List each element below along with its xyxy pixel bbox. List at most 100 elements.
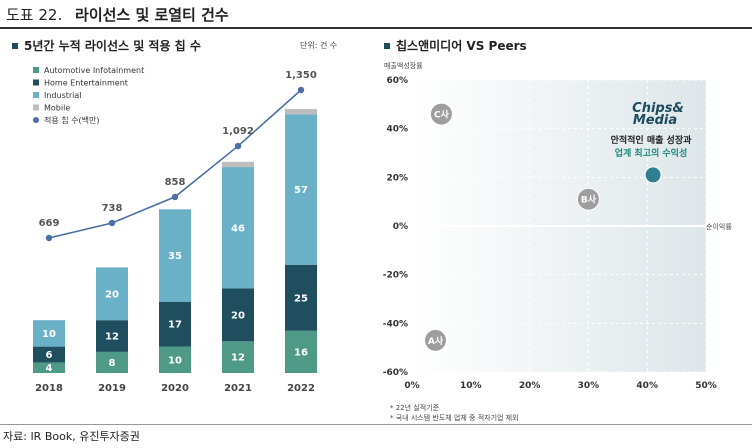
- chipsmedia-point: [644, 166, 662, 184]
- title-divider: [0, 27, 752, 29]
- legend-mobile-label: Mobile: [44, 104, 70, 113]
- peer-point: [429, 102, 453, 126]
- chipsmedia-logo-line2: Media: [633, 113, 677, 128]
- peer-point: [576, 187, 600, 211]
- left-panel-title: 5년간 누적 라이선스 및 적용 칩 수: [12, 37, 201, 54]
- legend-chip-count-marker: [33, 117, 39, 123]
- scatter-note-2: * 국내 시스템 반도체 업체 중 적자기업 제외: [390, 413, 519, 422]
- scatter-y-tick: -60%: [383, 368, 408, 378]
- chip-value-label: 1,350: [285, 70, 317, 81]
- chip-value-label: 738: [102, 203, 123, 214]
- category-label: 2020: [161, 383, 189, 394]
- bar-segment-label: 8: [109, 358, 116, 369]
- chipsmedia-logo-line1: Chips&: [632, 101, 684, 116]
- bar-segment: [222, 167, 254, 289]
- scatter-y-tick: 40%: [386, 125, 408, 135]
- legend-home-entertainment-label: Home Entertainment: [44, 79, 128, 88]
- bar-segment-label: 10: [168, 355, 182, 366]
- bullet-square-icon: [12, 42, 18, 49]
- bar-segment: [222, 161, 254, 168]
- bar-segment: [33, 346, 65, 363]
- peer-point-label: C사: [434, 109, 450, 121]
- scatter-x-tick: 30%: [578, 381, 600, 391]
- scatter-grid: [411, 79, 707, 373]
- bar-segment: [285, 264, 317, 331]
- chipsmedia-annotation: Chips& Media 안적적인 매출 성장과 업계 최고의 수익성: [611, 101, 693, 159]
- peer-point-label: A사: [428, 335, 444, 347]
- scatter-y-tick: -20%: [383, 271, 408, 281]
- scatter-y-axis-label: 매출액성장률: [384, 61, 423, 70]
- bar-legend: Automotive Infotainment Home Entertainmen…: [33, 66, 144, 125]
- category-label: 2021: [224, 383, 252, 394]
- bar-segment: [285, 109, 317, 115]
- bar-segment-label: 57: [294, 185, 308, 196]
- bar-category-labels: 2018 2019 2020 2021 2022: [35, 383, 315, 394]
- figure-title-text: 라이선스 및 로열티 건수: [75, 6, 229, 24]
- chip-point: [108, 219, 116, 227]
- bar-segment-label: 12: [231, 353, 245, 364]
- bar-segment-label: 6: [46, 350, 53, 361]
- legend-industrial-swatch: [33, 92, 39, 98]
- scatter-y-tick: -40%: [383, 319, 408, 329]
- scatter-points: C사 B사 A사: [424, 102, 662, 352]
- bar-segment-label: 20: [231, 310, 245, 321]
- right-panel-title: 칩스앤미디어 VS Peers: [384, 37, 527, 54]
- left-panel-title-text: 5년간 누적 라이선스 및 적용 칩 수: [24, 39, 201, 53]
- bar-segment: [222, 288, 254, 342]
- bar-segment-label: 17: [168, 320, 182, 331]
- scatter-y-tick: 20%: [386, 173, 408, 183]
- bar-segment: [96, 320, 128, 352]
- legend-mobile-swatch: [33, 104, 39, 111]
- annotation-line1: 안적적인 매출 성장과: [611, 134, 693, 146]
- scatter-x-tick: 50%: [695, 381, 717, 391]
- legend-industrial-label: Industrial: [44, 91, 82, 100]
- source-divider: [0, 424, 752, 425]
- scatter-x-tick: 20%: [519, 381, 541, 391]
- chip-point: [171, 193, 179, 201]
- bar-segment: [159, 209, 191, 302]
- annotation-line2: 업계 최고의 수익성: [615, 147, 688, 159]
- bar-segment-label: 4: [46, 363, 53, 374]
- legend-chip-count-label: 적용 칩 수(백만): [44, 115, 100, 125]
- category-label: 2019: [98, 383, 126, 394]
- legend-automotive-infotainment-label: Automotive Infotainment: [44, 66, 144, 75]
- chip-value-label: 669: [39, 218, 60, 229]
- category-label: 2022: [287, 383, 315, 394]
- unit-label: 단위: 건 수: [300, 41, 338, 50]
- bar-segment-label: 10: [42, 329, 56, 340]
- bar-segment: [96, 267, 128, 321]
- chip-point: [234, 142, 242, 150]
- scatter-y-tick: 0%: [393, 222, 408, 232]
- bar-segment: [159, 301, 191, 347]
- bar-segment: [159, 346, 191, 373]
- bar-segment: [33, 362, 65, 373]
- bar-segment: [96, 351, 128, 373]
- figure-title: 도표 22. 라이선스 및 로열티 건수: [6, 4, 229, 25]
- legend-home-entertainment-swatch: [33, 79, 39, 86]
- scatter-x-tick: 10%: [460, 381, 482, 391]
- bar-segment-label: 35: [168, 251, 182, 262]
- bar-segment-label: 16: [294, 347, 308, 358]
- scatter-note-1: * 22년 실적기준: [390, 403, 440, 412]
- scatter-x-tick: 40%: [636, 381, 658, 391]
- bar-segment-label: 46: [231, 223, 245, 234]
- chip-value-label: 1,092: [222, 126, 254, 137]
- bar-segment: [285, 330, 317, 373]
- scatter-x-tick: 0%: [404, 381, 419, 391]
- peer-point-label: B사: [581, 194, 597, 206]
- peer-point: [424, 328, 448, 352]
- bar-segment-label: 25: [294, 293, 308, 304]
- scatter-y-tick: 60%: [386, 76, 408, 86]
- legend-automotive-infotainment-swatch: [33, 67, 39, 73]
- bar-segment: [33, 320, 65, 347]
- bullet-square-icon: [384, 42, 390, 49]
- bar-segment-label: 20: [105, 289, 119, 300]
- scatter-x-axis-label: 순이익률: [706, 222, 732, 231]
- chip-point: [297, 86, 305, 94]
- category-label: 2018: [35, 383, 63, 394]
- figure-number: 도표 22.: [6, 6, 63, 24]
- chip-value-label: 858: [165, 177, 186, 188]
